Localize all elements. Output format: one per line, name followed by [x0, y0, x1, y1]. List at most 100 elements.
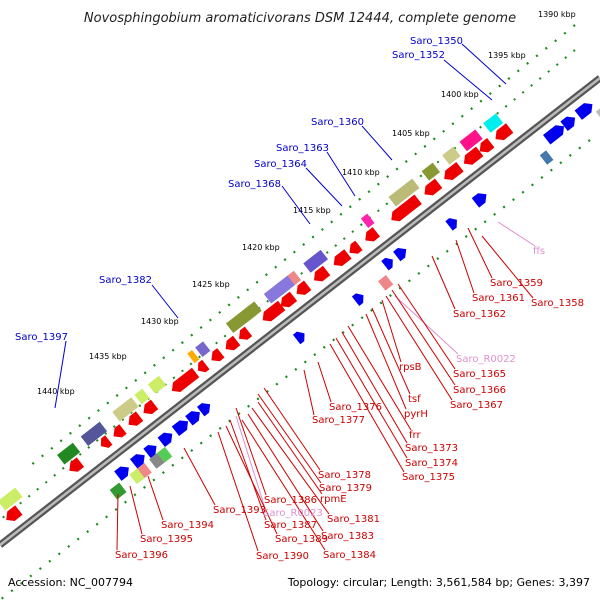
- gene-feature-reverse[interactable]: [125, 411, 144, 429]
- gene-feature-forward[interactable]: [157, 447, 173, 463]
- gene-feature-forward[interactable]: [574, 99, 597, 120]
- gene-feature-reverse[interactable]: [388, 178, 420, 207]
- gene-label[interactable]: Saro_1364: [254, 159, 307, 170]
- gene-feature-reverse[interactable]: [0, 487, 23, 511]
- gene-feature-forward[interactable]: [393, 244, 410, 262]
- gene-label[interactable]: Saro_1366: [453, 385, 506, 396]
- gene-feature-reverse[interactable]: [140, 399, 159, 418]
- gene-label[interactable]: frr: [409, 430, 421, 441]
- gene-label[interactable]: Saro_1390: [256, 551, 309, 562]
- gene-label[interactable]: Saro_1363: [276, 143, 329, 154]
- gene-feature-forward[interactable]: [351, 290, 367, 306]
- gene-feature-reverse[interactable]: [330, 249, 352, 270]
- gene-feature-reverse[interactable]: [194, 359, 210, 376]
- gene-label[interactable]: Saro_1359: [490, 278, 543, 289]
- gene-label[interactable]: Saro_1389: [275, 534, 328, 545]
- gene-feature-reverse[interactable]: [277, 291, 298, 311]
- gene-feature-reverse[interactable]: [66, 457, 85, 475]
- gene-feature-reverse[interactable]: [263, 275, 295, 304]
- gene-feature-reverse[interactable]: [362, 227, 381, 245]
- gene-label[interactable]: Saro_1384: [323, 550, 376, 561]
- gene-feature-forward[interactable]: [171, 417, 192, 436]
- gene-label[interactable]: Saro_1381: [327, 514, 380, 525]
- gene-feature-forward[interactable]: [445, 215, 460, 231]
- gene-feature-forward[interactable]: [560, 113, 578, 131]
- gene-feature-reverse[interactable]: [293, 280, 312, 299]
- gene-feature-reverse[interactable]: [442, 146, 461, 165]
- gene-label[interactable]: Saro_1382: [99, 275, 152, 286]
- gene-feature-forward[interactable]: [381, 255, 396, 271]
- gene-feature-forward[interactable]: [292, 329, 308, 345]
- gene-label[interactable]: rpsB: [399, 362, 422, 373]
- gene-feature-reverse[interactable]: [235, 326, 253, 344]
- gene-feature-forward[interactable]: [114, 463, 132, 481]
- gene-feature-reverse[interactable]: [222, 335, 241, 354]
- gene-feature-reverse[interactable]: [168, 367, 200, 396]
- gene-feature-reverse[interactable]: [459, 129, 483, 152]
- gene-feature-reverse[interactable]: [195, 341, 211, 357]
- gene-feature-forward[interactable]: [471, 190, 490, 208]
- gene-feature-reverse[interactable]: [134, 388, 150, 405]
- gene-feature-reverse[interactable]: [208, 348, 225, 365]
- gene-feature-reverse[interactable]: [483, 113, 504, 133]
- gene-feature-forward[interactable]: [109, 482, 127, 500]
- gene-feature-forward[interactable]: [197, 399, 214, 417]
- gene-label[interactable]: Saro_R0022: [456, 354, 516, 365]
- gene-label[interactable]: Saro_1374: [405, 458, 458, 469]
- gene-label[interactable]: ffs: [533, 246, 545, 257]
- gene-label[interactable]: Saro_1375: [402, 472, 455, 483]
- gene-feature-reverse[interactable]: [97, 435, 113, 451]
- gene-label[interactable]: Saro_1362: [453, 309, 506, 320]
- gene-label[interactable]: Saro_1386: [264, 495, 317, 506]
- gene-label[interactable]: Saro_1377: [312, 415, 365, 426]
- gene-label[interactable]: Saro_1396: [115, 550, 168, 561]
- gene-feature-reverse[interactable]: [187, 349, 200, 364]
- gene-feature-forward[interactable]: [595, 98, 600, 122]
- gene-label[interactable]: Saro_1387: [264, 520, 317, 531]
- gene-feature-forward[interactable]: [143, 441, 160, 459]
- gene-feature-reverse[interactable]: [225, 301, 262, 333]
- gene-feature-forward[interactable]: [157, 429, 176, 448]
- gene-label[interactable]: Saro_1395: [140, 534, 193, 545]
- gene-feature-forward[interactable]: [539, 150, 554, 165]
- gene-feature-reverse[interactable]: [303, 249, 328, 273]
- gene-feature-reverse[interactable]: [476, 138, 495, 156]
- gene-label[interactable]: Saro_1397: [15, 332, 68, 343]
- gene-feature-forward[interactable]: [129, 468, 145, 485]
- gene-label[interactable]: Saro_1368: [228, 179, 281, 190]
- gene-label[interactable]: Saro_R0023: [263, 508, 323, 519]
- gene-feature-reverse[interactable]: [112, 397, 139, 422]
- gene-label[interactable]: Saro_1367: [450, 400, 503, 411]
- gene-label[interactable]: Saro_1378: [318, 470, 371, 481]
- gene-label[interactable]: Saro_1393: [213, 505, 266, 516]
- gene-label[interactable]: Saro_1358: [531, 298, 584, 309]
- gene-label[interactable]: Saro_1360: [311, 117, 364, 128]
- gene-label[interactable]: Saro_1361: [472, 293, 525, 304]
- gene-label[interactable]: Saro_1394: [161, 520, 214, 531]
- gene-feature-reverse[interactable]: [460, 146, 484, 169]
- gene-feature-reverse[interactable]: [80, 421, 108, 447]
- gene-feature-reverse[interactable]: [147, 375, 167, 394]
- gene-feature-reverse[interactable]: [310, 265, 331, 285]
- gene-label[interactable]: Saro_1379: [319, 483, 372, 494]
- gene-feature-reverse[interactable]: [421, 162, 441, 181]
- gene-feature-reverse[interactable]: [440, 161, 464, 184]
- gene-label[interactable]: Saro_1376: [329, 402, 382, 413]
- gene-feature-reverse[interactable]: [421, 178, 443, 200]
- gene-feature-reverse[interactable]: [492, 123, 514, 144]
- gene-label[interactable]: rpmE: [320, 494, 347, 505]
- gene-feature-forward[interactable]: [377, 275, 394, 291]
- gene-label[interactable]: pyrH: [404, 409, 428, 420]
- gene-label[interactable]: Saro_1373: [405, 443, 458, 454]
- gene-feature-reverse[interactable]: [259, 300, 286, 325]
- gene-feature-reverse[interactable]: [57, 442, 81, 465]
- gene-feature-forward[interactable]: [185, 407, 203, 426]
- gene-feature-reverse[interactable]: [388, 199, 416, 224]
- gene-feature-reverse[interactable]: [3, 505, 23, 524]
- gene-feature-forward[interactable]: [129, 450, 148, 469]
- gene-label[interactable]: Saro_1365: [453, 369, 506, 380]
- gene-feature-reverse[interactable]: [110, 424, 127, 441]
- gene-feature-reverse[interactable]: [346, 240, 363, 258]
- gene-label[interactable]: Saro_1383: [321, 531, 374, 542]
- gene-feature-reverse[interactable]: [360, 213, 375, 228]
